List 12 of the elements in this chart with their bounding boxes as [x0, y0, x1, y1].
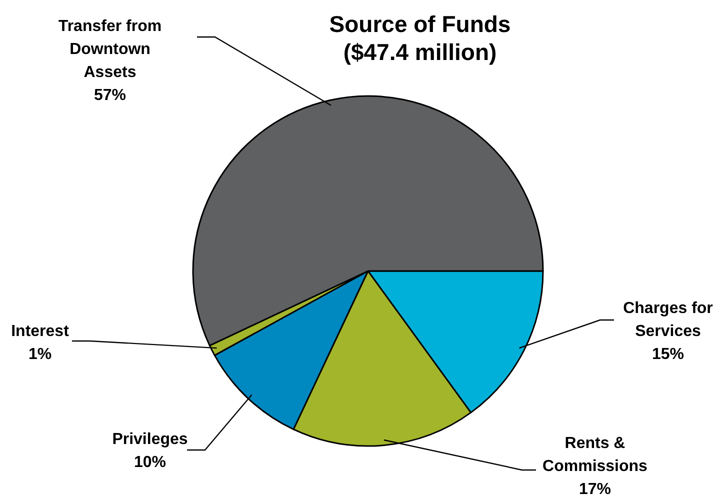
- slice-label: Interest: [11, 323, 70, 340]
- data-label: 1%: [28, 346, 52, 363]
- slice-label: Privileges: [112, 431, 188, 448]
- slice-label: Charges for Services: [623, 300, 713, 340]
- slice-label: Transfer from Downtown Assets: [58, 18, 162, 81]
- data-label: 15%: [652, 346, 684, 363]
- chart-title: Source of Funds: [329, 11, 511, 37]
- data-label: 10%: [134, 454, 166, 471]
- slice-label: Rents & Commissions: [542, 435, 648, 475]
- data-label: 17%: [578, 481, 612, 498]
- data-label: 57%: [94, 87, 126, 104]
- text: ($47.4 million): [343, 39, 497, 65]
